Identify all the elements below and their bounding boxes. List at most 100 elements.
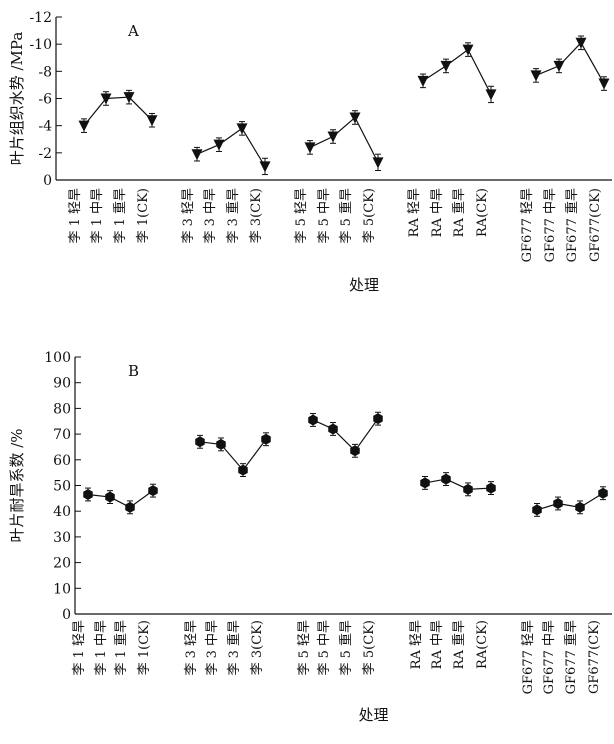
x-tick-label: 李 5(CK) (362, 188, 377, 243)
series-line (312, 418, 379, 452)
data-point (553, 60, 565, 72)
x-tick-label: RA 重旱 (451, 620, 467, 669)
y-tick-label: 60 (53, 453, 71, 469)
data-point (100, 93, 112, 105)
data-point (238, 464, 248, 476)
x-tick-label: 李 1(CK) (136, 188, 151, 243)
series-line (87, 490, 154, 509)
x-tick-label: 李 5 中旱 (317, 188, 332, 244)
chart-panel-a: 0 -2 -4 -6 -8 -10 -12 A 叶片组织水势 /MPa 处理 李 1 轻旱李 1 中… (8, 10, 612, 294)
data-point (123, 92, 135, 104)
series-line (83, 96, 153, 127)
y-tick-label: 0 (43, 173, 52, 189)
y-tick-label: 70 (53, 427, 71, 443)
data-point (328, 423, 338, 435)
data-point (372, 157, 384, 169)
series-line (309, 116, 379, 163)
x-tick-label: RA 轻旱 (409, 620, 424, 669)
y-tick-label: -2 (38, 146, 52, 162)
data-point (259, 161, 271, 173)
y-tick-label: 10 (53, 581, 71, 597)
x-tick-label: RA 中旱 (430, 188, 445, 237)
data-point (441, 473, 451, 485)
series-line (422, 48, 492, 95)
y-tick-label: 0 (62, 607, 71, 623)
data-point (216, 438, 226, 450)
y-axis-title: 叶片耐旱系数 /% (8, 428, 26, 542)
y-axis-title: 叶片组织水势 /MPa (8, 32, 26, 166)
y-tick-label: 30 (53, 530, 71, 546)
x-tick-label: GF677 中旱 (542, 620, 557, 694)
x-tick-label: RA 中旱 (430, 620, 445, 669)
data-point (213, 139, 225, 151)
data-point (105, 491, 115, 503)
x-axis-title: 处理 (349, 276, 379, 294)
series-line (424, 478, 492, 490)
data-point (349, 112, 361, 124)
y-tick-label: -4 (38, 119, 52, 135)
x-tick-label: GF677(CK) (588, 188, 603, 262)
x-tick-label: 李 3 重旱 (226, 620, 242, 676)
data-point (463, 483, 473, 495)
y-tick-label: 80 (53, 401, 71, 417)
data-point (598, 487, 608, 499)
y-tick-label: 40 (53, 504, 71, 520)
x-tick-label: 李 1 中旱 (90, 188, 105, 244)
data-point (327, 131, 339, 143)
data-point (308, 414, 318, 426)
x-tick-label: 李 1(CK) (137, 620, 152, 675)
y-tick-label: -8 (38, 64, 52, 80)
x-axis-title: 处理 (358, 706, 388, 724)
x-tick-label: 李 1 轻旱 (68, 188, 83, 244)
x-tick-label: RA 轻旱 (407, 188, 422, 237)
y-tick-label: 20 (53, 556, 71, 572)
data-point (78, 120, 90, 132)
data-point (373, 413, 383, 425)
data-point (125, 501, 135, 513)
data-point (486, 482, 496, 494)
x-tick-label: 李 3 轻旱 (184, 620, 199, 676)
series-line (199, 438, 267, 472)
data-point (261, 433, 271, 445)
x-tick-label: 李 1 重旱 (112, 188, 128, 244)
x-tick-label: 李 5 轻旱 (294, 188, 309, 244)
x-tick-label: RA(CK) (475, 188, 490, 237)
data-point (146, 115, 158, 127)
x-tick-label: 李 5(CK) (362, 620, 377, 675)
data-point (575, 37, 587, 49)
series-line (536, 492, 604, 511)
data-point (417, 75, 429, 87)
chart-panel-b: 0 10 20 30 40 50 60 70 80 90 100 B 叶片耐旱系数 /% 处理 李 1 轻旱… (8, 350, 612, 724)
x-tick-label: 李 5 中旱 (317, 620, 332, 676)
data-point (195, 436, 205, 448)
x-tick-label: 李 5 重旱 (338, 620, 354, 676)
x-tick-label: 李 3(CK) (250, 620, 265, 675)
x-tick-label: GF677 重旱 (563, 620, 579, 694)
data-point (148, 485, 158, 497)
y-tick-label: -12 (29, 10, 52, 26)
data-point (236, 123, 248, 135)
x-tick-label: GF677(CK) (587, 620, 602, 694)
data-point (553, 497, 563, 509)
data-point (83, 489, 93, 500)
data-point (462, 44, 474, 56)
x-tick-label: 李 1 重旱 (113, 620, 129, 676)
y-tick-label: -6 (38, 92, 52, 108)
data-point (350, 445, 360, 457)
data-point (420, 477, 430, 489)
x-tick-label: 李 3 重旱 (225, 188, 241, 244)
series-line (196, 127, 266, 167)
x-tick-label: RA 重旱 (451, 188, 467, 237)
data-point (532, 504, 542, 516)
x-tick-label: RA(CK) (475, 620, 490, 669)
data-point (485, 89, 497, 101)
x-tick-label: 李 1 轻旱 (72, 620, 87, 676)
x-tick-label: 李 3 中旱 (203, 188, 218, 244)
x-tick-label: GF677 重旱 (564, 188, 580, 262)
y-tick-label: 90 (53, 376, 71, 392)
x-tick-label: 李 5 重旱 (338, 188, 354, 244)
y-tick-label: 100 (44, 350, 71, 366)
x-tick-label: 李 1 中旱 (94, 620, 109, 676)
